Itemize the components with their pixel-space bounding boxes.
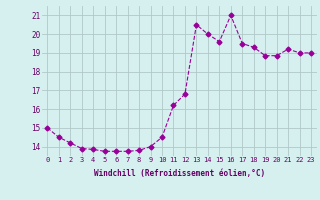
X-axis label: Windchill (Refroidissement éolien,°C): Windchill (Refroidissement éolien,°C) <box>94 169 265 178</box>
